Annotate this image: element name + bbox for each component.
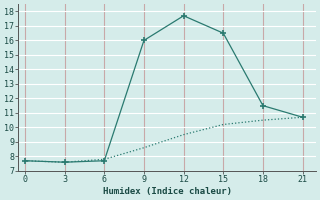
X-axis label: Humidex (Indice chaleur): Humidex (Indice chaleur) — [103, 187, 232, 196]
